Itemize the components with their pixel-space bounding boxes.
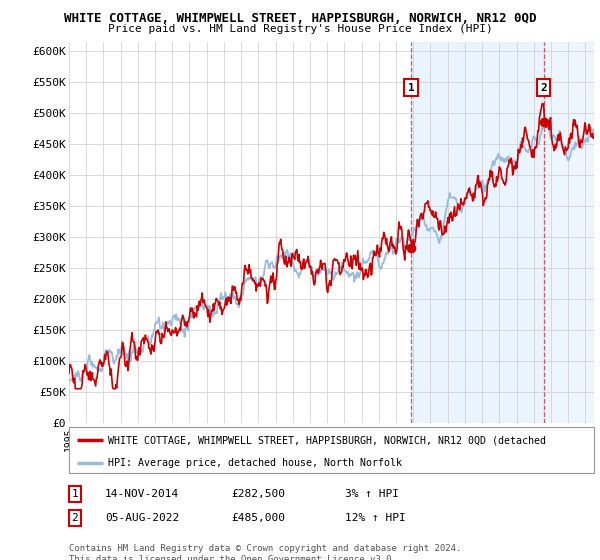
Text: 12% ↑ HPI: 12% ↑ HPI [345, 513, 406, 523]
Text: 1: 1 [407, 83, 415, 93]
Text: Price paid vs. HM Land Registry's House Price Index (HPI): Price paid vs. HM Land Registry's House … [107, 24, 493, 34]
Text: HPI: Average price, detached house, North Norfolk: HPI: Average price, detached house, Nort… [109, 458, 403, 468]
Text: 3% ↑ HPI: 3% ↑ HPI [345, 489, 399, 499]
Bar [544, 42, 594, 423]
Text: 05-AUG-2022: 05-AUG-2022 [105, 513, 179, 523]
Bar [411, 42, 544, 423]
Text: £485,000: £485,000 [231, 513, 285, 523]
Text: 14-NOV-2014: 14-NOV-2014 [105, 489, 179, 499]
Text: WHITE COTTAGE, WHIMPWELL STREET, HAPPISBURGH, NORWICH, NR12 0QD (detached: WHITE COTTAGE, WHIMPWELL STREET, HAPPISB… [109, 435, 547, 445]
Text: 2: 2 [541, 83, 547, 93]
Text: £282,500: £282,500 [231, 489, 285, 499]
Text: WHITE COTTAGE, WHIMPWELL STREET, HAPPISBURGH, NORWICH, NR12 0QD: WHITE COTTAGE, WHIMPWELL STREET, HAPPISB… [64, 12, 536, 25]
Text: 1: 1 [71, 489, 79, 499]
Text: 2: 2 [71, 513, 79, 523]
Text: Contains HM Land Registry data © Crown copyright and database right 2024.
This d: Contains HM Land Registry data © Crown c… [69, 544, 461, 560]
